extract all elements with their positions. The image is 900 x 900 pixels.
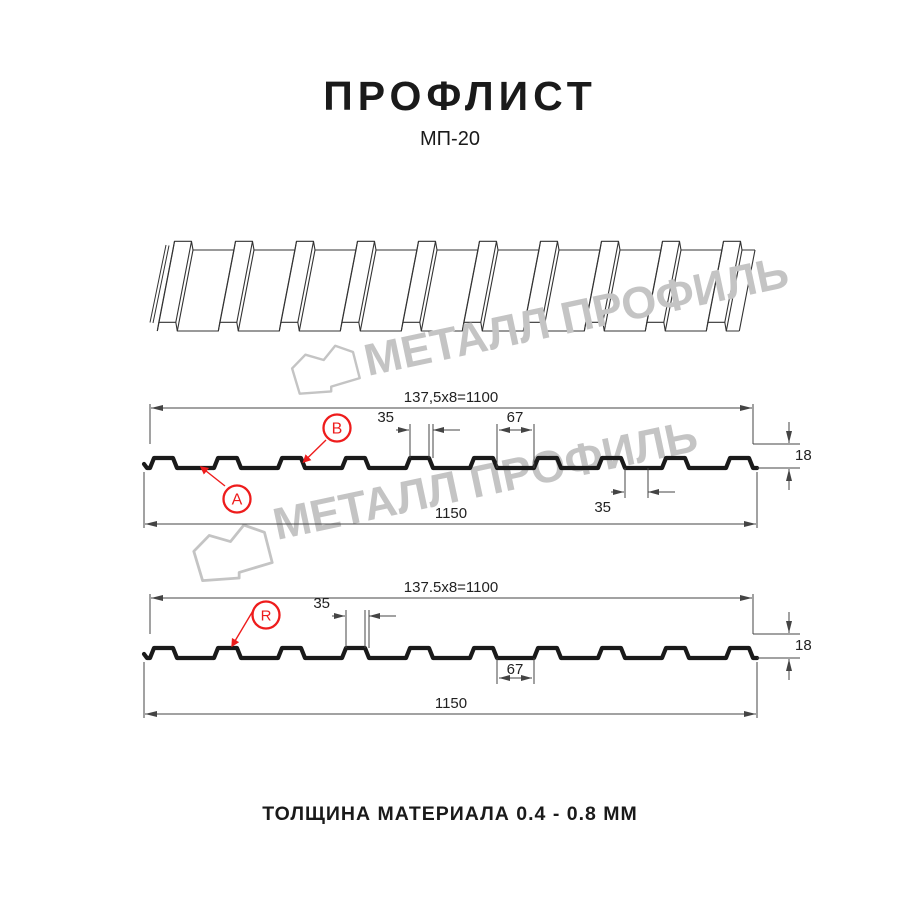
- svg-text:35: 35: [377, 409, 394, 426]
- svg-text:18: 18: [795, 447, 812, 464]
- svg-text:R: R: [261, 608, 272, 625]
- svg-text:35: 35: [594, 499, 611, 516]
- svg-text:67: 67: [507, 661, 524, 678]
- svg-text:A: A: [232, 492, 243, 509]
- svg-text:18: 18: [795, 637, 812, 654]
- svg-text:1150: 1150: [435, 505, 467, 522]
- svg-text:67: 67: [507, 409, 524, 426]
- svg-text:137,5x8=1100: 137,5x8=1100: [404, 389, 498, 406]
- svg-text:137.5x8=1100: 137.5x8=1100: [404, 579, 498, 596]
- svg-text:1150: 1150: [435, 695, 467, 712]
- svg-text:B: B: [332, 421, 343, 438]
- svg-text:35: 35: [313, 595, 330, 612]
